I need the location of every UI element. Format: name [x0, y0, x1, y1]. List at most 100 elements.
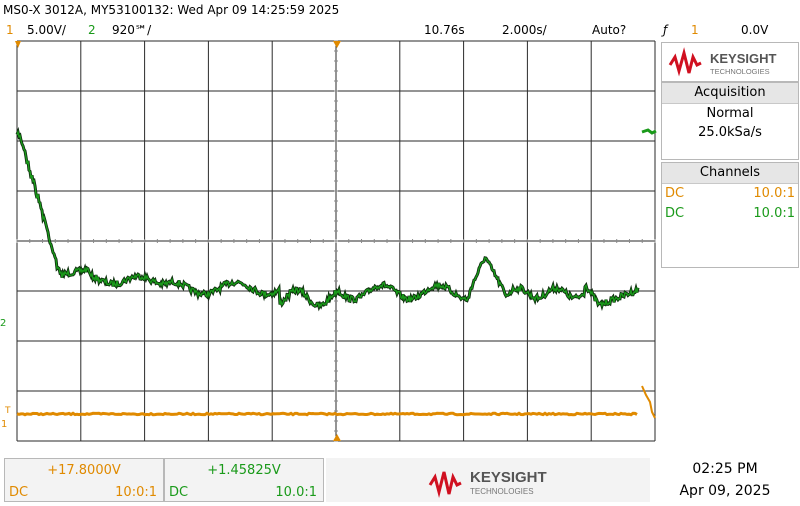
grid-tick	[348, 239, 350, 243]
waveform-display[interactable]: 2 1 T	[0, 40, 660, 442]
grid-tick	[297, 239, 299, 243]
keysight-wave-icon	[668, 47, 702, 77]
grid-tick	[80, 239, 82, 243]
grid-tick	[450, 239, 452, 243]
grid-tick	[334, 320, 338, 322]
clock-date: Apr 09, 2025	[679, 483, 771, 499]
bottom-brand-name: KEYSIGHT	[470, 469, 547, 486]
grid-tick	[565, 239, 567, 243]
grid-tick	[334, 380, 338, 382]
ch2-probe: 10.0:1	[753, 206, 795, 221]
grid-tick	[552, 239, 554, 243]
timebase-scale[interactable]: 2.000s/	[502, 23, 547, 37]
ch1-scale[interactable]: 5.00V/	[27, 23, 66, 37]
grid-tick	[603, 239, 605, 243]
ch2-offset-box[interactable]: +1.45825V DC 10.0:1	[164, 458, 324, 502]
ch1-coupling: DC	[665, 186, 685, 201]
grid-tick	[322, 239, 324, 243]
grid-tick	[501, 239, 503, 243]
grid-tick	[67, 239, 69, 243]
horizontal-delay[interactable]: 10.76s	[424, 23, 465, 37]
grid-tick	[169, 239, 171, 243]
grid-tick	[334, 260, 338, 262]
channels-panel[interactable]: Channels DC 10.0:1 DC 10.0:1	[661, 162, 799, 268]
keysight-logo: KEYSIGHT TECHNOLOGIES	[668, 47, 777, 77]
grid-tick	[334, 250, 338, 252]
scope-title: MS0-X 3012A, MY53100132: Wed Apr 09 14:2…	[3, 3, 340, 17]
grid-tick	[334, 220, 338, 222]
trigger-position-marker-bottom	[333, 434, 341, 441]
ch2-ground-marker[interactable]: 2	[0, 318, 6, 329]
ch1-offset-box[interactable]: +17.8000V DC 10:0:1	[4, 458, 164, 502]
grid-tick	[334, 120, 338, 122]
grid-tick	[334, 80, 338, 82]
trigger-level[interactable]: 0.0V	[741, 23, 769, 37]
grid-tick	[641, 239, 643, 243]
bottom-keysight-wave-icon	[428, 471, 462, 498]
ch1-offset-value: +17.8000V	[47, 463, 121, 478]
grid-tick	[463, 239, 465, 243]
trigger-position-marker-top	[333, 41, 341, 48]
side-panel: KEYSIGHT TECHNOLOGIES Acquisition Normal…	[659, 40, 800, 442]
grid-tick	[105, 239, 107, 243]
ch2-number[interactable]: 2	[88, 23, 96, 37]
grid-tick	[284, 239, 286, 243]
ch2-scale[interactable]: 920℠/	[112, 23, 152, 37]
grid-tick	[334, 300, 338, 302]
grid-tick	[334, 90, 338, 92]
grid-tick	[334, 210, 338, 212]
grid-tick	[42, 239, 44, 243]
grid-tick	[488, 239, 490, 243]
trigger-mode[interactable]: Auto?	[592, 23, 627, 37]
brand-sub: TECHNOLOGIES	[710, 67, 770, 76]
grid-tick	[334, 340, 338, 342]
grid-tick	[118, 239, 120, 243]
acquisition-panel[interactable]: Acquisition Normal 25.0kSa/s	[661, 82, 799, 160]
grid-tick	[334, 330, 338, 332]
grid-tick	[195, 239, 197, 243]
grid-tick	[334, 230, 338, 232]
brand-name: KEYSIGHT	[710, 51, 777, 66]
grid-tick	[475, 239, 477, 243]
grid-tick	[220, 239, 222, 243]
grid-tick	[628, 239, 630, 243]
grid-tick	[144, 239, 146, 243]
grid-tick	[654, 239, 656, 243]
trigger-level-marker[interactable]: T	[4, 406, 11, 416]
ch1-ground-marker[interactable]: 1	[1, 419, 7, 430]
ch2-waveform-shadow	[15, 126, 640, 312]
grid-tick	[93, 239, 95, 243]
ch2-offset-probe: 10.0:1	[275, 485, 317, 500]
grid-tick	[334, 60, 338, 62]
grid-tick	[590, 239, 592, 243]
ch1-waveform	[16, 411, 638, 417]
grid-tick	[309, 239, 311, 243]
grid-tick	[334, 350, 338, 352]
channel-1-row[interactable]: DC 10.0:1	[662, 184, 798, 204]
grid-tick	[526, 239, 528, 243]
ch1-number[interactable]: 1	[6, 23, 14, 37]
channel-2-row[interactable]: DC 10.0:1	[662, 204, 798, 224]
sample-rate: 25.0kSa/s	[698, 125, 762, 140]
grid-tick	[156, 239, 158, 243]
settings-bar: 1 5.00V/ 2 920℠/ 10.76s 2.000s/ Auto? ƒ …	[0, 21, 800, 40]
grid-tick	[334, 390, 338, 392]
bottom-logo-area: KEYSIGHT TECHNOLOGIES	[326, 458, 650, 502]
trigger-source[interactable]: 1	[691, 23, 699, 37]
grid-tick	[386, 239, 388, 243]
grid-tick	[437, 239, 439, 243]
ch2-waveform-right-stub	[641, 128, 657, 135]
graticule-svg: 2 1 T	[0, 40, 657, 442]
grid-tick	[361, 239, 363, 243]
grid-tick	[373, 239, 375, 243]
ch1-waveform-right-stub	[641, 385, 656, 419]
grid-tick	[399, 239, 401, 243]
trigger-edge-icon: ƒ	[663, 23, 668, 37]
grid-tick	[271, 239, 273, 243]
grid-tick	[616, 239, 618, 243]
grid-tick	[334, 270, 338, 272]
grid-tick	[334, 170, 338, 172]
channels-title: Channels	[662, 163, 798, 184]
grid-tick	[16, 239, 18, 243]
bottom-bar: +17.8000V DC 10:0:1 +1.45825V DC 10.0:1 …	[0, 455, 800, 503]
